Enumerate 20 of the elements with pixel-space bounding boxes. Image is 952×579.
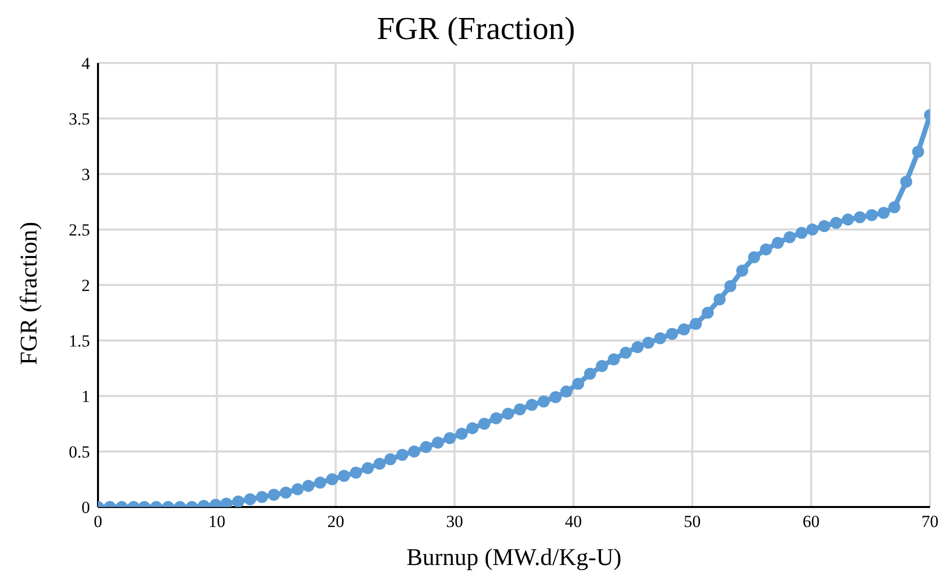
x-tick-label: 50	[684, 512, 701, 532]
x-tick-label: 40	[564, 512, 582, 532]
y-tick-label: 0.5	[68, 442, 90, 462]
x-tick-label: 10	[208, 512, 226, 532]
x-axis-title: Burnup (MW.d/Kg-U)	[406, 545, 622, 571]
x-tick-label: 60	[802, 512, 820, 532]
y-tick-label: 3.5	[68, 110, 90, 129]
y-tick-label: 4	[82, 54, 90, 74]
x-tick-label: 0	[94, 512, 102, 532]
chart-title: FGR (Fraction)	[376, 10, 576, 47]
x-tick-label: 70	[922, 512, 938, 532]
y-tick-label: 1.5	[68, 332, 90, 351]
x-tick-label: 30	[446, 512, 464, 532]
y-tick-label: 3	[82, 165, 90, 184]
y-axis-title: FGR (fraction)	[16, 222, 43, 365]
y-tick-label: 2.5	[68, 220, 90, 240]
y-tick-label: 1	[82, 387, 90, 406]
y-tick-label: 2	[82, 276, 90, 296]
y-tick-label: 0	[82, 498, 90, 518]
x-tick-label: 20	[327, 512, 344, 532]
